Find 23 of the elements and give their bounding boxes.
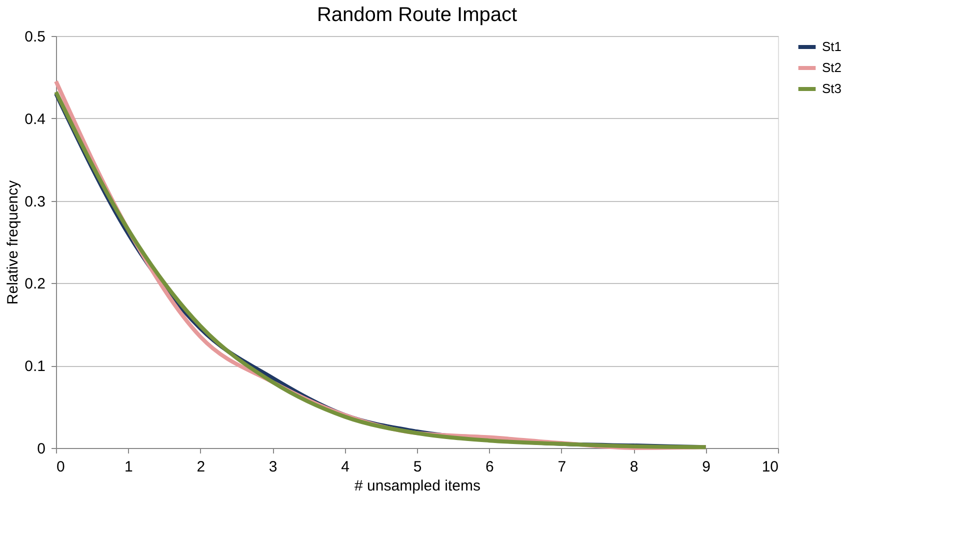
x-tick-label: 4 (341, 458, 350, 476)
y-tick-label: 0 (37, 440, 46, 458)
legend-label: St3 (822, 81, 842, 96)
y-tick-label: 0.4 (24, 110, 46, 128)
y-tick-label: 0.2 (24, 276, 46, 293)
x-tick-label: 6 (486, 458, 494, 476)
chart-title: Random Route Impact (316, 4, 518, 26)
x-tick-label: 1 (124, 458, 133, 476)
x-tick-label: 9 (702, 458, 710, 476)
legend-label: St1 (822, 39, 842, 54)
y-axis-title: Relative frequency (4, 180, 22, 305)
legend-label: St2 (822, 60, 842, 75)
x-axis-title: # unsampled items (354, 478, 480, 494)
x-tick-label: 2 (196, 458, 206, 476)
x-tick-label: 3 (268, 458, 278, 476)
y-tick-label: 0.3 (24, 193, 46, 210)
x-tick-label: 7 (558, 458, 566, 476)
x-tick-label: 10 (762, 458, 778, 476)
x-tick-label: 8 (630, 458, 638, 476)
x-tick-label: 5 (413, 458, 422, 476)
y-tick-label: 0.1 (24, 358, 46, 376)
y-tick-label: 0.5 (24, 28, 46, 46)
x-tick-label: 0 (56, 458, 65, 476)
